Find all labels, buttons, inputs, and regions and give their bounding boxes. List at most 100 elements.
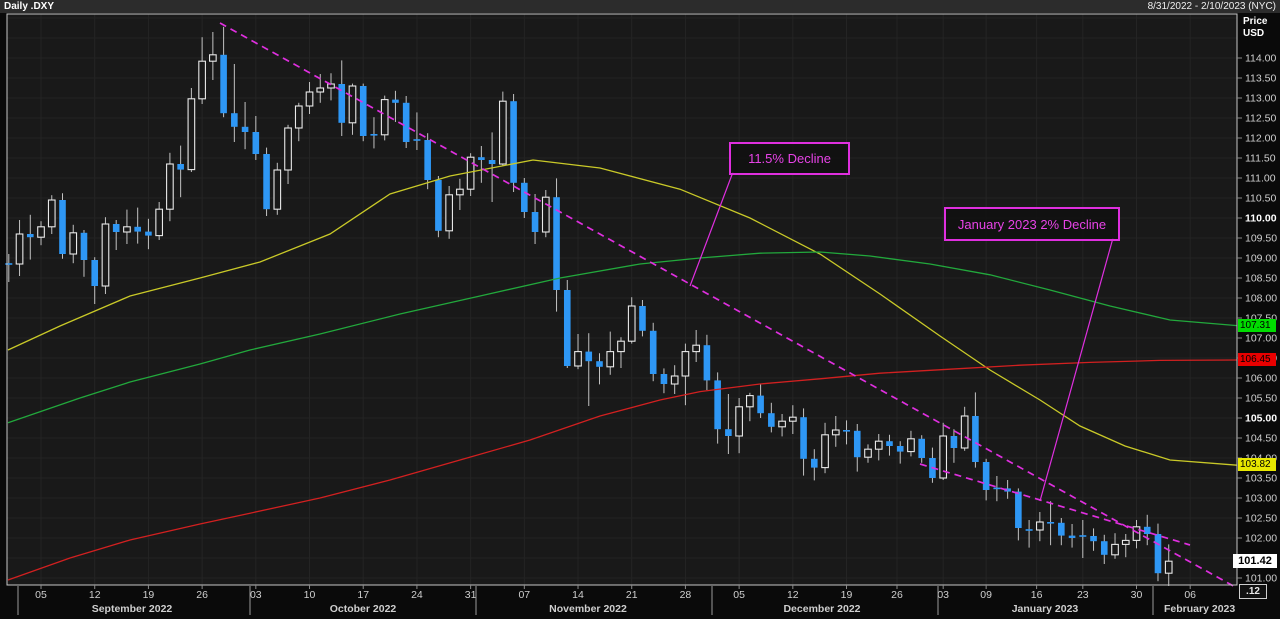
candle: [155, 202, 164, 240]
svg-text:03: 03: [937, 589, 949, 601]
svg-text:102.50: 102.50: [1245, 513, 1277, 525]
candle: [843, 420, 851, 445]
svg-text:109.00: 109.00: [1245, 253, 1277, 265]
candle: [134, 207, 141, 244]
y-axis-unit-line1: Price: [1243, 16, 1268, 27]
candle: [177, 145, 184, 198]
candle: [294, 102, 303, 142]
candle: [703, 334, 711, 390]
candle: [305, 82, 314, 114]
candle: [714, 372, 721, 444]
annotation-connectors: [689, 171, 1114, 502]
candle: [821, 422, 829, 474]
candle: [1079, 520, 1087, 558]
svg-text:21: 21: [626, 589, 638, 601]
candle: [112, 220, 120, 250]
candle: [1132, 520, 1141, 549]
candle: [209, 32, 217, 80]
svg-text:05: 05: [35, 589, 47, 601]
svg-text:103.50: 103.50: [1245, 473, 1277, 485]
svg-text:114.00: 114.00: [1245, 53, 1276, 65]
svg-text:December 2022: December 2022: [783, 603, 860, 615]
plot-background: [7, 14, 1237, 585]
title-bar: Daily .DXY 8/31/2022 - 2/10/2023 (NYC): [0, 0, 1280, 13]
candle: [757, 384, 764, 418]
svg-text:23: 23: [1077, 589, 1089, 601]
candle: [800, 408, 807, 476]
candle: [402, 96, 410, 148]
candle: [1068, 524, 1076, 548]
svg-text:109.50: 109.50: [1245, 233, 1277, 245]
svg-text:108.50: 108.50: [1245, 273, 1277, 285]
candle: [831, 416, 840, 447]
candle: [80, 230, 88, 277]
svg-text:17: 17: [357, 589, 369, 601]
candle: [370, 117, 378, 149]
svg-text:October 2022: October 2022: [330, 603, 397, 615]
candle: [488, 132, 496, 202]
y-axis-unit-line2: USD: [1243, 28, 1265, 39]
svg-text:108.00: 108.00: [1245, 293, 1277, 305]
candle: [101, 217, 110, 294]
candle: [853, 424, 861, 472]
candle: [220, 26, 227, 118]
candle: [231, 64, 238, 142]
candle: [1025, 520, 1033, 548]
candle: [531, 194, 539, 244]
annotation-january-decline[interactable]: January 2023 2% Decline: [944, 207, 1120, 241]
candle: [1047, 501, 1055, 546]
candle: [982, 458, 990, 501]
svg-text:104.50: 104.50: [1245, 433, 1277, 445]
red-ma-price-tag: 106.45: [1238, 353, 1276, 366]
svg-text:19: 19: [143, 589, 155, 601]
candle: [541, 190, 550, 238]
candle: [445, 186, 453, 239]
candle: [553, 178, 560, 312]
candle: [273, 162, 282, 215]
candle: [91, 257, 99, 304]
plot-border: [6, 13, 1238, 586]
candle: [993, 476, 1001, 502]
y-axis-unit: Price USD: [1243, 16, 1267, 40]
svg-text:105.00: 105.00: [1245, 413, 1277, 425]
candle: [263, 147, 270, 216]
annotation-decline-11-5[interactable]: 11.5% Decline: [729, 142, 850, 175]
candle: [596, 353, 603, 385]
candle: [907, 430, 915, 457]
candle: [735, 398, 743, 454]
svg-text:107.00: 107.00: [1245, 333, 1277, 345]
candle: [338, 60, 346, 136]
date-range: 8/31/2022 - 2/10/2023 (NYC): [1147, 1, 1276, 12]
candle: [918, 435, 925, 463]
candle: [874, 434, 883, 461]
candle: [585, 333, 593, 406]
candle: [424, 133, 431, 190]
candle: [26, 214, 34, 260]
candle: [1143, 514, 1151, 546]
svg-text:101.00: 101.00: [1245, 573, 1277, 585]
svg-text:05: 05: [733, 589, 745, 601]
candle: [498, 91, 507, 166]
svg-text:06: 06: [1184, 589, 1196, 601]
candle: [960, 406, 969, 451]
svg-text:26: 26: [891, 589, 903, 601]
yellow-ma-price-tag: 103.82: [1238, 458, 1276, 472]
candle: [1015, 488, 1022, 541]
candle: [811, 449, 818, 481]
svg-text:19: 19: [841, 589, 853, 601]
candle: [788, 405, 797, 434]
candle: [746, 392, 754, 422]
svg-text:09: 09: [980, 589, 992, 601]
candle: [187, 88, 196, 172]
trendline-january[interactable]: [919, 463, 1191, 546]
candle: [166, 152, 174, 222]
candle: [864, 444, 872, 463]
trendline-main[interactable]: [219, 22, 1238, 589]
svg-text:12: 12: [787, 589, 799, 601]
svg-text:110.00: 110.00: [1245, 213, 1277, 225]
candle: [1058, 518, 1065, 546]
candle: [768, 402, 775, 433]
svg-text:03: 03: [250, 589, 262, 601]
